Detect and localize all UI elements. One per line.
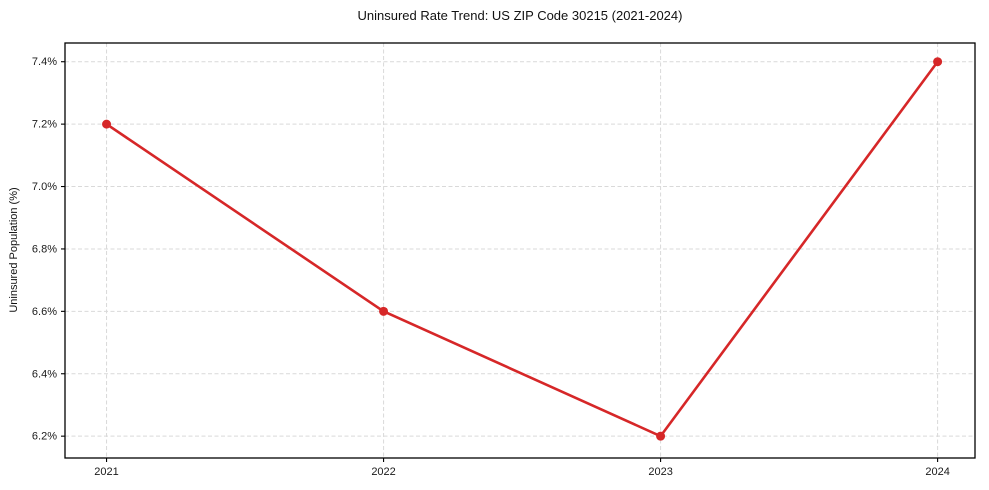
data-point-marker <box>933 57 943 67</box>
y-tick-label: 6.2% <box>32 431 57 443</box>
y-tick-label: 6.6% <box>32 306 57 318</box>
y-tick-label: 7.0% <box>32 181 57 193</box>
y-tick-label: 6.8% <box>32 243 57 255</box>
chart-title: Uninsured Rate Trend: US ZIP Code 30215 … <box>357 8 683 23</box>
data-point-marker <box>379 306 389 316</box>
data-point-marker <box>656 431 666 441</box>
y-tick-label: 7.4% <box>32 56 57 68</box>
data-point-marker <box>102 119 112 129</box>
y-tick-label: 7.2% <box>32 119 57 131</box>
x-tick-label: 2023 <box>648 466 672 478</box>
y-tick-label: 6.4% <box>32 368 57 380</box>
x-tick-label: 2022 <box>371 466 395 478</box>
trend-line <box>105 60 939 438</box>
x-tick-label: 2021 <box>94 466 118 478</box>
x-tick-label: 2024 <box>925 466 949 478</box>
plot-border <box>64 42 976 459</box>
